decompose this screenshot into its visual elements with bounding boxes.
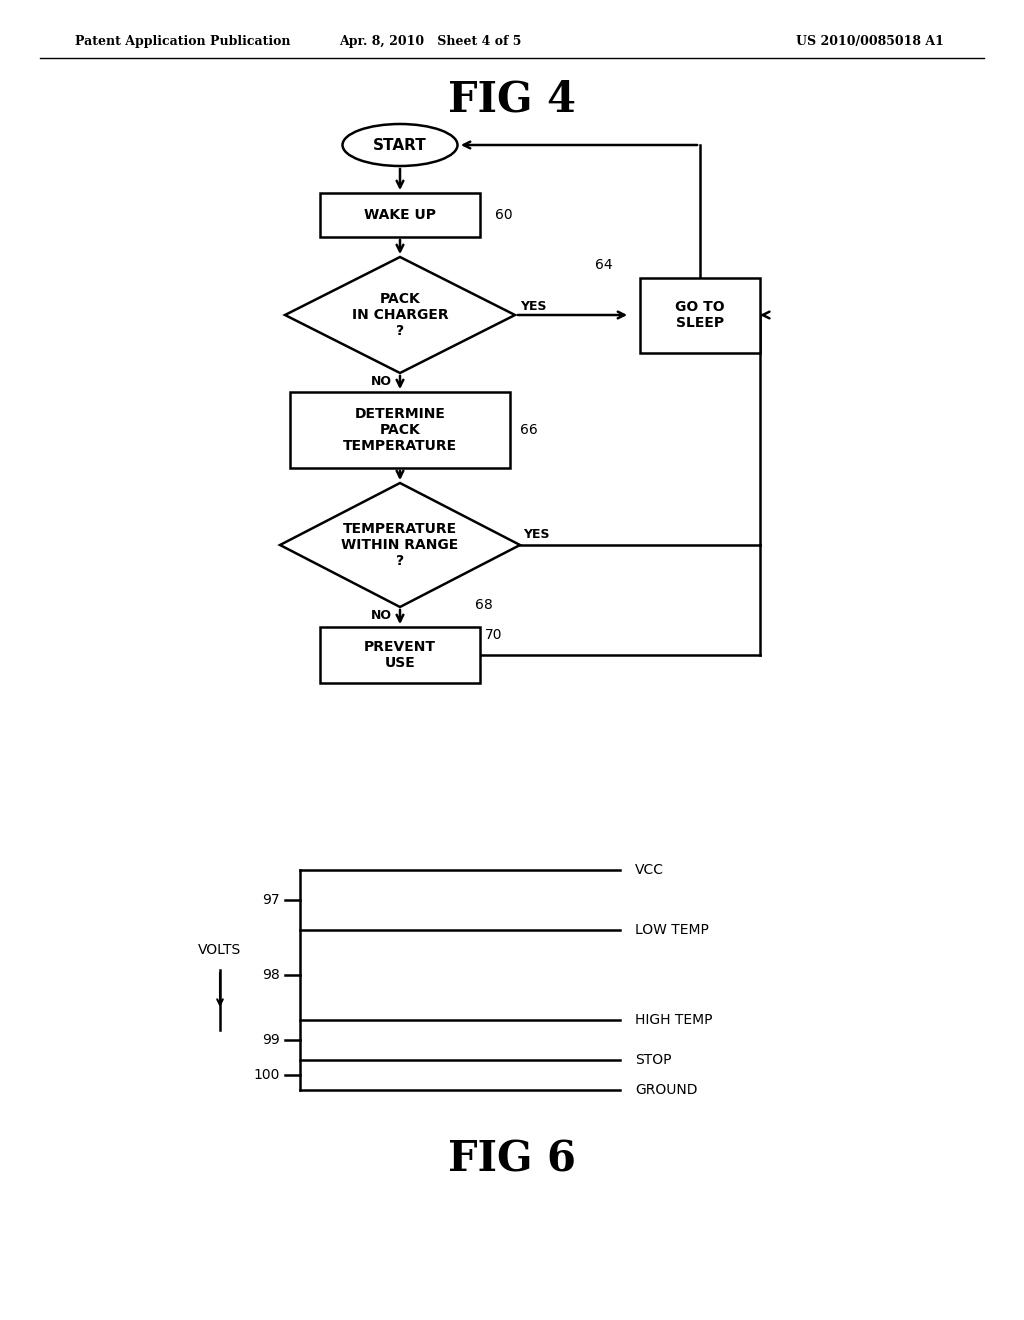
Text: FIG 4: FIG 4 (449, 79, 575, 121)
Text: VOLTS: VOLTS (199, 942, 242, 957)
Text: START: START (373, 137, 427, 153)
Text: GO TO
SLEEP: GO TO SLEEP (675, 300, 725, 330)
Text: YES: YES (523, 528, 550, 541)
Text: 70: 70 (485, 628, 503, 642)
Text: NO: NO (371, 375, 392, 388)
Text: PACK
IN CHARGER
?: PACK IN CHARGER ? (351, 292, 449, 338)
Polygon shape (285, 257, 515, 374)
Text: 97: 97 (262, 894, 280, 907)
Text: 98: 98 (262, 968, 280, 982)
Bar (319, 627, 480, 682)
Text: 60: 60 (495, 209, 513, 222)
Text: WAKE UP: WAKE UP (364, 209, 436, 222)
Ellipse shape (342, 124, 458, 166)
Text: LOW TEMP: LOW TEMP (635, 923, 709, 937)
Text: TEMPERATURE
WITHIN RANGE
?: TEMPERATURE WITHIN RANGE ? (341, 521, 459, 568)
Text: Patent Application Publication: Patent Application Publication (75, 36, 291, 49)
Text: NO: NO (371, 609, 392, 622)
Text: 68: 68 (475, 598, 493, 612)
Text: DETERMINE
PACK
TEMPERATURE: DETERMINE PACK TEMPERATURE (343, 407, 457, 453)
Text: PREVENT
USE: PREVENT USE (364, 640, 436, 671)
Text: US 2010/0085018 A1: US 2010/0085018 A1 (796, 36, 944, 49)
Bar (319, 193, 480, 238)
Text: STOP: STOP (635, 1053, 672, 1067)
Text: GROUND: GROUND (635, 1082, 697, 1097)
Polygon shape (280, 483, 520, 607)
Bar (640, 277, 760, 352)
Text: YES: YES (520, 301, 547, 314)
Text: 64: 64 (595, 257, 612, 272)
Text: FIG 6: FIG 6 (449, 1139, 575, 1181)
Text: VCC: VCC (635, 863, 664, 876)
Text: 99: 99 (262, 1034, 280, 1047)
Bar (290, 392, 510, 469)
Text: 100: 100 (254, 1068, 280, 1082)
Text: HIGH TEMP: HIGH TEMP (635, 1012, 713, 1027)
Text: 66: 66 (520, 422, 538, 437)
Text: Apr. 8, 2010   Sheet 4 of 5: Apr. 8, 2010 Sheet 4 of 5 (339, 36, 521, 49)
